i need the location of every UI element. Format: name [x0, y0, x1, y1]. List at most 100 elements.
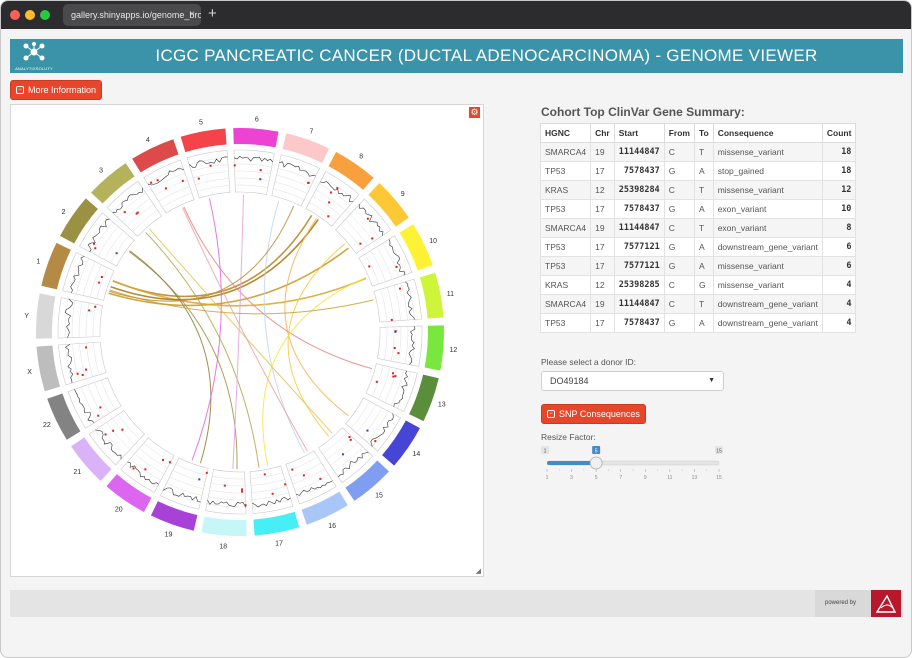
table-cell: 19	[590, 294, 615, 314]
track-gridline	[112, 186, 143, 213]
chromosome-3[interactable]	[91, 163, 135, 204]
chromosome-1[interactable]	[41, 242, 71, 290]
column-header-chr[interactable]: Chr	[590, 123, 615, 143]
table-cell: 17	[590, 161, 615, 181]
chromosome-21[interactable]	[71, 437, 112, 481]
track-gridline	[292, 468, 326, 485]
snp-dot	[271, 492, 274, 495]
sv-link	[149, 228, 333, 434]
track-gridline	[235, 184, 268, 188]
donor-select[interactable]: DO49184 ▼	[541, 371, 724, 391]
table-cell: C	[663, 275, 695, 295]
table-cell: 7577121	[613, 237, 665, 257]
column-header-count[interactable]: Count	[821, 123, 857, 143]
snp-dot	[397, 352, 400, 355]
chromosome-11[interactable]	[419, 272, 444, 319]
browser-tab[interactable]: gallery.shinyapps.io/genome_browser/ ×	[63, 4, 201, 26]
gear-icon[interactable]: ⚙	[469, 107, 480, 118]
chromosome-22[interactable]	[47, 393, 81, 440]
snp-dot	[156, 179, 159, 182]
more-information-button[interactable]: − More Information	[10, 80, 102, 100]
track-gridline	[93, 342, 100, 375]
track-gridline	[388, 239, 406, 275]
chromosome-X[interactable]	[36, 345, 61, 392]
chromosome-12[interactable]	[424, 325, 445, 371]
track-gridline	[191, 164, 229, 172]
snp-dot	[329, 191, 332, 194]
new-tab-icon[interactable]: +	[208, 5, 217, 22]
track-gridline	[89, 264, 102, 298]
track-gridline	[96, 267, 108, 299]
slider-tick-label: 9	[644, 475, 647, 481]
chromosome-14[interactable]	[382, 420, 420, 466]
tab-close-icon[interactable]: ×	[189, 9, 195, 20]
maximize-window-icon[interactable]	[40, 10, 50, 20]
chromosome-20[interactable]	[106, 474, 152, 512]
chromosome-18[interactable]	[201, 516, 247, 536]
chromosome-19[interactable]	[150, 501, 198, 531]
slider-tick-label: 13	[692, 475, 698, 481]
chromosome-label: 18	[219, 543, 227, 550]
chromosome-4[interactable]	[132, 139, 179, 173]
snp-dot	[368, 265, 371, 268]
copy-number-line	[338, 451, 369, 478]
chromosome-6[interactable]	[233, 128, 279, 148]
track-gridline	[162, 192, 192, 208]
table-cell: missense_variant	[712, 180, 823, 200]
column-header-consequence[interactable]: Consequence	[712, 123, 823, 143]
track-gridline	[384, 327, 388, 360]
table-title: Cohort Top ClinVar Gene Summary:	[541, 105, 745, 119]
column-header-to[interactable]: To	[693, 123, 714, 143]
track-segment	[318, 427, 374, 484]
chromosome-2[interactable]	[60, 198, 98, 244]
track-segment	[377, 325, 423, 367]
close-window-icon[interactable]	[10, 10, 20, 20]
track-gridline	[322, 177, 355, 200]
snp-dot	[348, 436, 351, 439]
slider-handle[interactable]	[589, 456, 603, 470]
column-header-from[interactable]: From	[663, 123, 695, 143]
copy-number-line	[252, 497, 291, 508]
minimize-window-icon[interactable]	[25, 10, 35, 20]
track-gridline	[382, 243, 399, 278]
donor-select-value: DO49184	[550, 376, 589, 386]
track-gridline	[279, 161, 317, 175]
track-gridline	[340, 224, 362, 250]
snp-dot	[150, 181, 153, 184]
chromosome-8[interactable]	[328, 152, 374, 190]
powered-by-badge[interactable]: powered by	[815, 590, 901, 617]
chromosome-10[interactable]	[399, 224, 433, 271]
column-header-hgnc[interactable]: HGNC	[539, 123, 592, 143]
track-segment	[106, 180, 162, 237]
table-cell: 7578437	[613, 161, 665, 181]
chromosome-7[interactable]	[282, 133, 330, 163]
track-segment	[88, 410, 145, 466]
track-segment	[120, 437, 175, 493]
table-cell: G	[663, 161, 695, 181]
chromosome-label: 20	[115, 506, 123, 513]
snp-dot	[88, 309, 91, 312]
chromosome-16[interactable]	[301, 491, 348, 525]
track-gridline	[376, 246, 393, 280]
chromosome-Y[interactable]	[35, 293, 56, 339]
track-gridline	[110, 235, 130, 263]
track-gridline	[356, 404, 377, 433]
chromosome-label: X	[27, 369, 32, 376]
resize-handle-icon[interactable]: ◢	[475, 568, 481, 575]
chromosome-9[interactable]	[368, 183, 409, 227]
chromosome-17[interactable]	[253, 511, 300, 536]
snp-consequences-button[interactable]: − SNP Consequences	[541, 404, 646, 424]
track-gridline	[380, 289, 387, 322]
chromosome-15[interactable]	[345, 460, 389, 501]
snp-dot	[341, 453, 344, 456]
column-header-start[interactable]: Start	[613, 123, 665, 143]
table-cell: 17	[590, 237, 615, 257]
table-cell: stop_gained	[712, 161, 823, 181]
snp-dot	[85, 346, 88, 349]
chromosome-13[interactable]	[409, 374, 439, 422]
table-cell: 17	[590, 199, 615, 219]
chromosome-5[interactable]	[180, 128, 227, 153]
